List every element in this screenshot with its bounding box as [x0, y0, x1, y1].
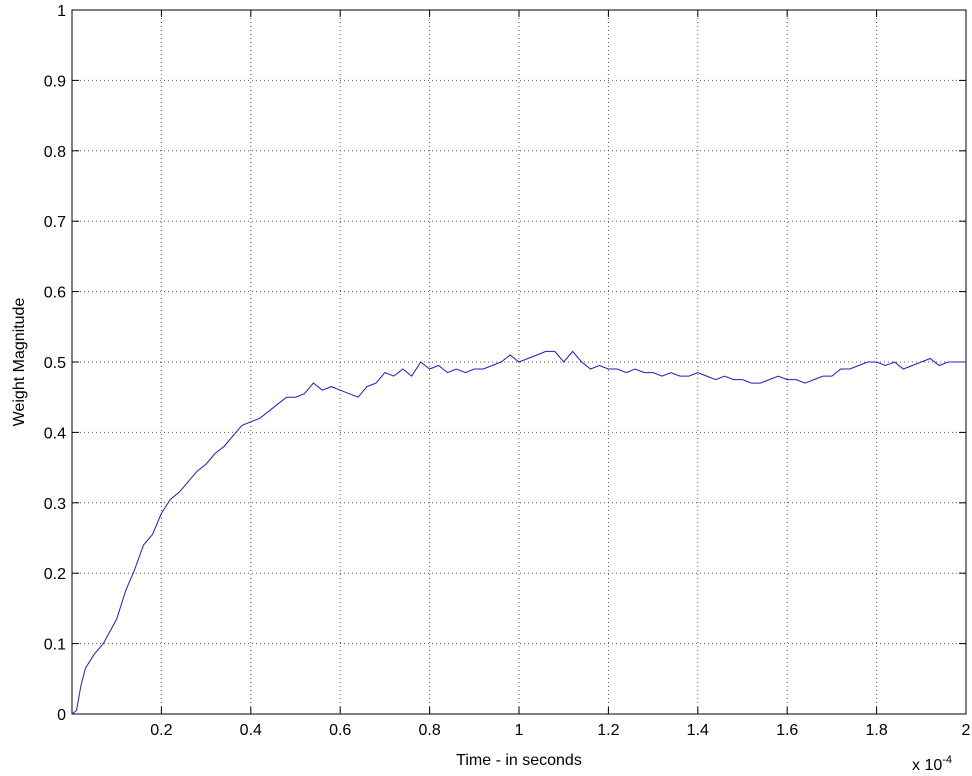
y-axis-tick-labels: 0 0.1 0.2 0.3 0.4 0.5 0.6 0.7 0.8 0.9 1 [44, 3, 66, 724]
y-tick-label: 0.9 [44, 73, 66, 90]
x-axis-multiplier-base: x 10 [912, 757, 942, 774]
y-tick-label: 0.5 [44, 355, 66, 372]
y-tick-label: 0.3 [44, 496, 66, 513]
x-tick-label: 0.8 [418, 722, 440, 739]
x-tick-label: 0.4 [240, 722, 262, 739]
y-tick-label: 0.1 [44, 637, 66, 654]
series-line [71, 350, 966, 715]
x-axis-label: Time - in seconds [456, 752, 582, 769]
y-tick-label: 0.8 [44, 144, 66, 161]
x-axis-multiplier-exponent: -4 [942, 754, 952, 766]
x-tick-label: 0.2 [150, 722, 172, 739]
y-tick-label: 0 [57, 707, 66, 724]
y-axis-label: Weight Magnitude [11, 298, 28, 427]
y-tick-label: 0.4 [44, 425, 66, 442]
x-tick-label: 0.6 [329, 722, 351, 739]
axis-ticks [72, 9, 967, 715]
x-tick-label: 1.4 [687, 722, 709, 739]
y-tick-label: 0.6 [44, 285, 66, 302]
y-tick-label: 1 [57, 3, 66, 20]
x-tick-label: 2 [962, 722, 971, 739]
x-axis-tick-labels: 0.2 0.4 0.6 0.8 1 1.2 1.4 1.6 1.8 2 [150, 722, 970, 739]
x-tick-label: 1.6 [776, 722, 798, 739]
x-tick-label: 1 [515, 722, 524, 739]
y-tick-label: 0.2 [44, 566, 66, 583]
x-tick-label: 1.8 [865, 722, 887, 739]
y-tick-label: 0.7 [44, 214, 66, 231]
x-axis-multiplier: x 10-4 [912, 754, 952, 774]
x-tick-label: 1.2 [597, 722, 619, 739]
